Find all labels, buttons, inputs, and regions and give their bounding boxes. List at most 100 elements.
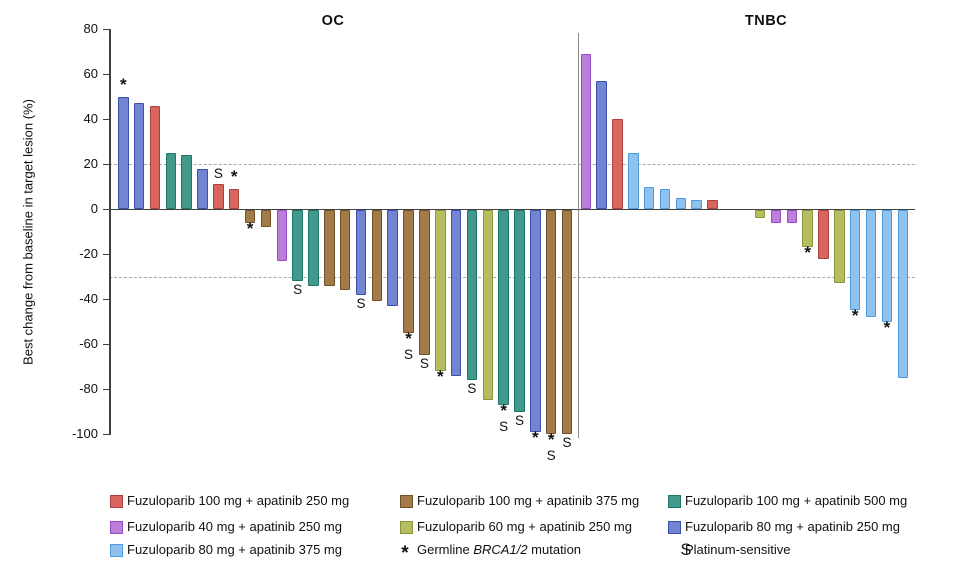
platinum-sensitive-marker: S — [419, 356, 429, 372]
bar — [228, 188, 240, 209]
brca-mutation-marker: * — [804, 243, 811, 263]
platinum-sensitive-marker: S — [514, 412, 524, 428]
y-tick-label: -40 — [79, 291, 98, 306]
legend-label-text: Germline — [417, 542, 474, 557]
x-axis — [109, 208, 915, 211]
y-tick — [103, 119, 109, 121]
legend-label: Germline BRCA1/2 mutation — [417, 543, 581, 557]
legend-label: Fuzuloparib 60 mg + apatinib 250 mg — [417, 520, 632, 534]
legend-label-text: Fuzuloparib 100 mg + apatinib 250 mg — [127, 493, 350, 508]
y-tick — [103, 299, 109, 301]
bar — [659, 188, 671, 209]
brca-mutation-marker: * — [851, 306, 859, 326]
legend-label-text: Fuzuloparib 60 mg + apatinib 250 mg — [417, 519, 632, 534]
bar — [165, 152, 177, 209]
legend-swatch — [400, 520, 413, 534]
bar — [339, 210, 351, 290]
brca-mutation-marker: * — [246, 218, 254, 238]
y-tick-label: 0 — [90, 201, 98, 216]
legend-label: Fuzuloparib 40 mg + apatinib 250 mg — [127, 520, 342, 534]
brca-mutation-marker: * — [500, 400, 507, 420]
bar — [260, 210, 272, 227]
bar — [545, 210, 557, 434]
platinum-sensitive-marker: S — [499, 418, 509, 434]
bar — [834, 210, 845, 284]
legend-swatch — [400, 494, 413, 508]
brca-mutation-marker: * — [532, 427, 539, 447]
bar — [197, 168, 208, 209]
bar — [498, 210, 509, 405]
bar — [530, 210, 541, 432]
bar — [675, 197, 687, 209]
legend-label-text: Fuzuloparib 80 mg + apatinib 375 mg — [127, 542, 342, 557]
y-tick — [103, 164, 109, 166]
brca-mutation-marker: * — [547, 430, 555, 449]
y-tick — [103, 29, 109, 31]
y-tick-label: 40 — [83, 111, 98, 126]
y-tick-label: -100 — [71, 426, 98, 441]
legend-label-text: Fuzuloparib 100 mg + apatinib 375 mg — [417, 493, 640, 508]
bar — [897, 210, 908, 378]
legend-label: Platinum-sensitive — [685, 543, 791, 557]
legend-label-text: Fuzuloparib 40 mg + apatinib 250 mg — [127, 519, 342, 534]
bar — [612, 119, 623, 209]
legend-label-text: Fuzuloparib 100 mg + apatinib 500 mg — [685, 493, 908, 508]
brca-mutation-marker: * — [405, 328, 412, 348]
y-tick-label: 60 — [83, 66, 98, 81]
gene-name-italic: BRCA1/2 — [473, 542, 528, 557]
y-tick — [103, 74, 109, 76]
panel-title-tnbc: TNBC — [744, 13, 788, 29]
brca-mutation-marker: * — [883, 317, 891, 337]
legend-label: Fuzuloparib 100 mg + apatinib 250 mg — [127, 494, 349, 508]
bar — [387, 210, 398, 306]
y-tick-label: -80 — [79, 381, 98, 396]
bar — [450, 210, 462, 376]
s-glyph: S — [680, 541, 692, 559]
bar — [802, 210, 813, 248]
platinum-sensitive-marker: S — [356, 295, 366, 311]
legend-swatch — [668, 520, 681, 534]
legend-swatch — [110, 543, 123, 557]
legend-label: Fuzuloparib 100 mg + apatinib 375 mg — [417, 494, 639, 508]
legend-label: Fuzuloparib 100 mg + apatinib 500 mg — [685, 494, 907, 508]
platinum-sensitive-marker: S — [404, 346, 414, 362]
legend-swatch — [110, 494, 123, 508]
bar — [770, 210, 782, 223]
bar — [881, 210, 893, 322]
bar — [244, 210, 256, 223]
bar — [276, 210, 287, 261]
y-axis-label: Best change from baseline in target lesi… — [20, 99, 36, 365]
panel-title-oc: OC — [321, 13, 345, 29]
asterisk-glyph: * — [401, 543, 409, 564]
bar — [786, 210, 798, 223]
platinum-sensitive-marker: S — [562, 435, 572, 450]
bar — [643, 186, 655, 209]
bar — [149, 105, 161, 209]
bar — [371, 210, 383, 302]
y-tick — [103, 344, 109, 346]
y-tick — [103, 389, 109, 391]
y-tick-label: 80 — [83, 21, 98, 36]
legend-label-text: mutation — [527, 542, 582, 557]
bar — [133, 103, 145, 209]
y-tick-label: -60 — [79, 336, 98, 351]
platinum-sensitive-marker: S — [467, 381, 477, 396]
y-tick — [103, 254, 109, 256]
legend-label-text: Fuzuloparib 80 mg + apatinib 250 mg — [685, 519, 900, 534]
legend-label-text: Platinum-sensitive — [685, 542, 791, 557]
bar — [466, 210, 478, 380]
bar — [181, 155, 192, 209]
bar — [403, 210, 414, 333]
bar — [419, 210, 430, 356]
brca-mutation-marker: * — [119, 74, 127, 94]
bar — [754, 210, 766, 218]
bar — [580, 53, 591, 209]
y-tick-label: 20 — [83, 156, 98, 171]
bar — [818, 210, 829, 259]
platinum-sensitive-marker: S — [213, 166, 223, 182]
bar — [324, 210, 335, 286]
bar — [596, 80, 607, 209]
legend-swatch — [668, 494, 681, 508]
bar — [865, 210, 877, 317]
